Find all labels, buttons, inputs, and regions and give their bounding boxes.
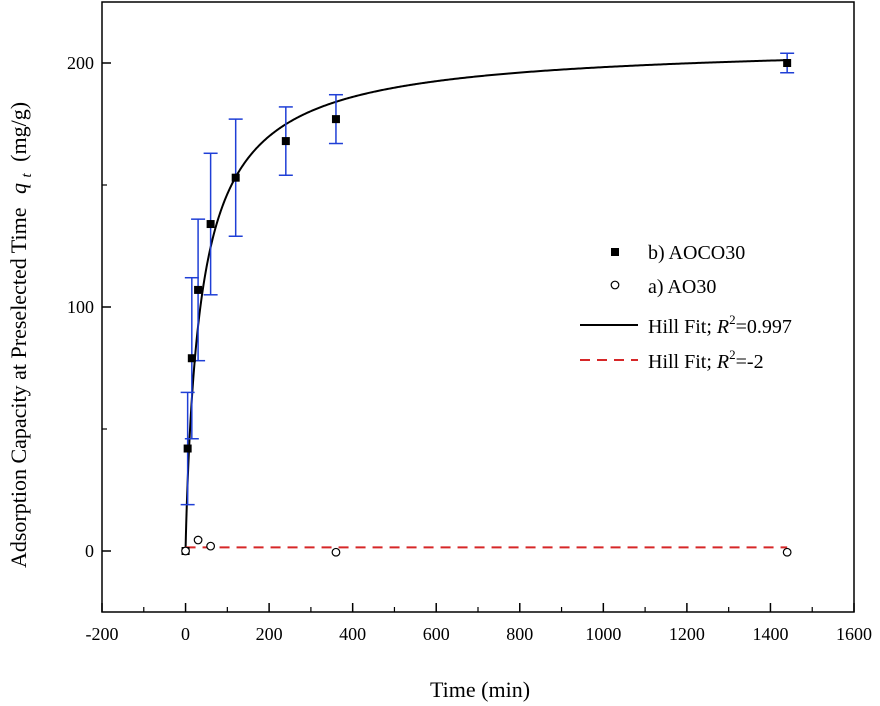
hill-fit-line-aoco30 bbox=[184, 59, 788, 551]
x-tick-label: 400 bbox=[339, 624, 366, 644]
x-tick-label: 600 bbox=[423, 624, 450, 644]
legend-fit-prefix: Hill Fit; bbox=[648, 351, 717, 373]
y-tick-label: 100 bbox=[67, 297, 94, 317]
y-axis-title-symbol: q bbox=[6, 183, 31, 194]
y-axis-title: Adsorption Capacity at Preselected Time … bbox=[6, 102, 36, 568]
x-tick-label: 1600 bbox=[836, 624, 872, 644]
legend-marker-aoco30 bbox=[611, 248, 619, 256]
x-axis-title: Time (min) bbox=[430, 677, 530, 702]
data-point-ao30 bbox=[782, 547, 792, 557]
y-axis-title-unit: (mg/g) bbox=[6, 102, 31, 162]
plot-frame bbox=[101, 1, 855, 613]
legend-fit-r-value: =0.997 bbox=[736, 316, 792, 338]
x-tick-label: 1200 bbox=[669, 624, 705, 644]
data-point-aoco30 bbox=[206, 220, 215, 229]
legend-fit-prefix: Hill Fit; bbox=[648, 316, 717, 338]
data-point-aoco30 bbox=[331, 115, 340, 124]
data-point-ao30 bbox=[193, 535, 203, 545]
x-tick-label: 1400 bbox=[752, 624, 788, 644]
legend-label-ao30: a) AO30 bbox=[648, 276, 716, 298]
x-tick-label: -200 bbox=[86, 624, 119, 644]
legend-fit-r-exp: 2 bbox=[729, 347, 736, 362]
data-marks bbox=[180, 52, 795, 557]
legend-fit-r-exp: 2 bbox=[729, 312, 736, 327]
axes: -200 0 200 400 600 800 1000 1200 1400 1600 0 100 200 bbox=[67, 1, 872, 644]
data-point-aoco30 bbox=[183, 444, 192, 453]
data-point-ao30 bbox=[206, 541, 216, 551]
y-axis-title-subscript: t bbox=[19, 173, 35, 178]
y-tick-label: 200 bbox=[67, 53, 94, 73]
data-point-aoco30 bbox=[194, 285, 203, 294]
x-tick-label: 800 bbox=[506, 624, 533, 644]
x-tick-label: 200 bbox=[256, 624, 283, 644]
legend-fit-r-symbol: R bbox=[716, 351, 729, 373]
legend-label-fit-2: Hill Fit; R2=-2 bbox=[648, 347, 764, 373]
y-tick-label: 0 bbox=[85, 541, 94, 561]
data-point-ao30 bbox=[331, 547, 341, 557]
legend-fit-r-symbol: R bbox=[716, 316, 729, 338]
data-point-aoco30 bbox=[231, 173, 240, 182]
legend-label-fit-1: Hill Fit; R2=0.997 bbox=[648, 312, 792, 338]
fit-lines bbox=[184, 59, 788, 551]
x-tick-label: 1000 bbox=[585, 624, 621, 644]
legend-fit-r-value: =-2 bbox=[736, 351, 764, 373]
y-axis-title-main: Adsorption Capacity at Preselected Time bbox=[6, 208, 31, 569]
legend-marker-ao30 bbox=[610, 280, 620, 290]
data-point-aoco30 bbox=[281, 137, 290, 146]
data-point-ao30 bbox=[181, 546, 190, 556]
x-tick-label: 0 bbox=[181, 624, 190, 644]
data-point-aoco30 bbox=[783, 59, 792, 67]
legend-label-aoco30: b) AOCO30 bbox=[648, 242, 745, 264]
data-point-aoco30 bbox=[187, 354, 196, 363]
